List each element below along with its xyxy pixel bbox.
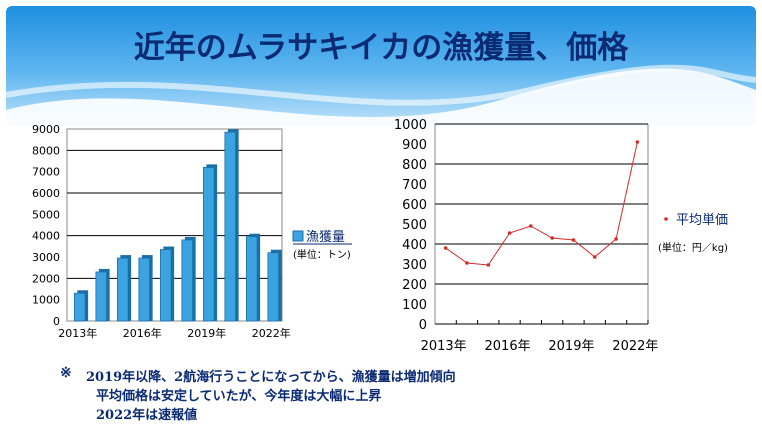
bar-y-tick-label: 6000 (32, 187, 60, 200)
bar-y-tick-label: 5000 (32, 208, 60, 221)
line-y-tick-label: 400 (402, 238, 427, 253)
price-series-line (445, 141, 638, 266)
line-point (571, 238, 576, 242)
note-line-3: 2022年は速報値 (96, 408, 198, 423)
bar (138, 257, 151, 322)
line-x-tick-label: 2022年 (612, 339, 658, 354)
line-legend-label: 平均単価 (676, 212, 728, 228)
line-marks (443, 140, 649, 324)
line-point (614, 237, 618, 241)
bar-y-tick-label: 7000 (32, 166, 60, 179)
line-y-tick-label: 700 (402, 178, 427, 193)
bar-y-tick-label: 8000 (32, 144, 60, 157)
note-line-2: 平均価格は安定していたが、今年度は大幅に上昇 (96, 389, 382, 404)
line-point (507, 231, 512, 235)
bar (95, 271, 108, 322)
bar-y-tick-labels: 0 1000 2000 3000 4000 5000 6000 7000 8000 9000 (32, 123, 60, 328)
bar-y-tick-label: 3000 (32, 251, 60, 264)
bar-legend-label: 漁獲量 (306, 230, 345, 245)
line-y-tick-label: 500 (402, 218, 427, 233)
line-x-tick-labels: 2013年 2016年 2019年 2022年 (421, 339, 659, 354)
bar-x-tick-label: 2019年 (187, 326, 226, 340)
line-y-tick-label: 100 (402, 298, 427, 313)
bar (159, 249, 172, 322)
title-banner (5, 6, 757, 130)
bar (245, 236, 258, 322)
bar-legend-swatch (292, 230, 304, 242)
line-y-tick-label: 0 (419, 318, 427, 333)
line-legend-unit: (単位：円／kg) (658, 241, 728, 254)
line-point (592, 255, 597, 259)
line-grid (434, 123, 649, 325)
bar-y-tick-label: 2000 (32, 272, 60, 285)
bar (116, 257, 129, 322)
bar-y-tick-label: 0 (53, 315, 60, 328)
bar (202, 167, 215, 322)
line-legend-marker (664, 217, 668, 221)
line-y-tick-label: 1000 (394, 118, 427, 133)
bar-y-tick-label: 9000 (32, 123, 60, 136)
line-y-tick-labels: 0 100 200 300 400 500 600 700 800 900 1000 (394, 118, 427, 333)
bar-x-tick-label: 2016年 (123, 326, 162, 340)
line-point (529, 224, 533, 228)
line-y-tick-label: 900 (402, 138, 427, 153)
bar-y-tick-label: 4000 (32, 230, 60, 243)
note-mark: ※ (60, 365, 72, 381)
bar-legend-unit: (単位：トン) (293, 248, 351, 261)
note-line-1: 2019年以降、2航海行うことになってから、漁獲量は増加傾向 (86, 370, 456, 385)
line-x-tick-label: 2016年 (485, 339, 531, 354)
line-y-tick-label: 600 (402, 198, 427, 213)
bar (224, 131, 237, 322)
line-y-tick-label: 300 (402, 258, 427, 273)
bar-marks (73, 129, 282, 322)
bar (73, 292, 86, 322)
bar-x-tick-labels: 2013年 2016年 2019年 2022年 (58, 326, 291, 340)
line-point (465, 261, 469, 265)
bar-x-tick-label: 2013年 (58, 326, 97, 340)
line-x-tick-label: 2013年 (421, 339, 467, 354)
bar-y-tick-label: 1000 (32, 294, 60, 307)
catch-bar-chart: 0 1000 2000 3000 4000 5000 6000 7000 8000 9000 20… (32, 123, 352, 340)
line-point (550, 236, 554, 240)
line-x-tick-label: 2019年 (548, 339, 594, 354)
line-point (486, 263, 491, 267)
line-y-tick-label: 200 (402, 278, 427, 293)
bar (267, 252, 280, 322)
line-point (635, 140, 640, 144)
bar (181, 239, 194, 322)
line-point (443, 246, 448, 250)
page-title: 近年のムラサキイカの漁獲量、価格 (133, 30, 629, 66)
line-y-tick-label: 800 (402, 158, 427, 173)
bar-x-tick-label: 2022年 (252, 326, 291, 340)
